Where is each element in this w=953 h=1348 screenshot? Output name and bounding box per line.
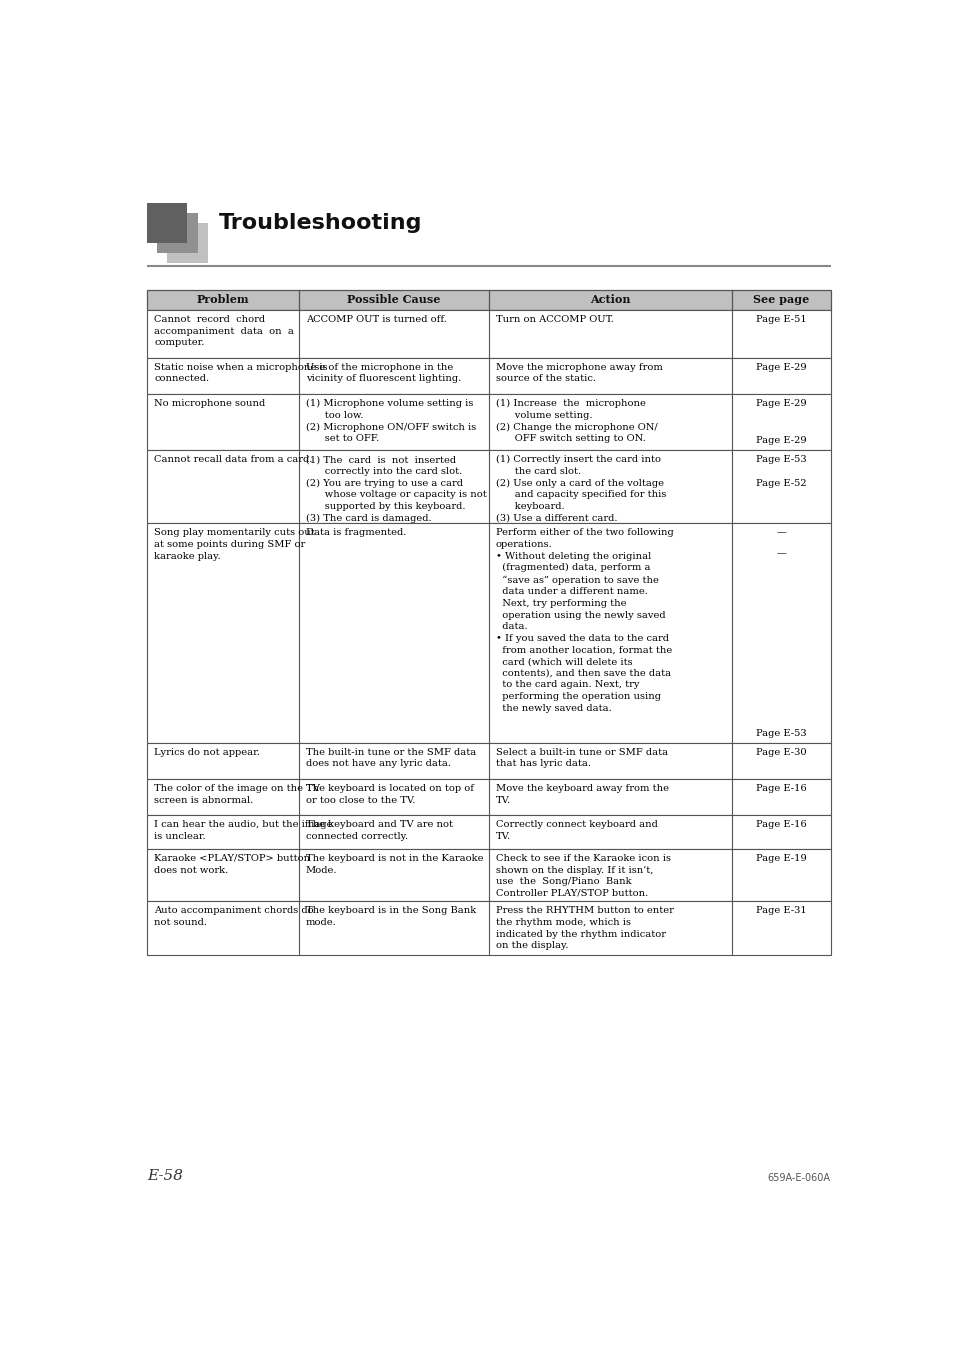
Text: Page E-29: Page E-29 [755,437,805,445]
Text: Static noise when a microphone is
connected.: Static noise when a microphone is connec… [154,363,328,383]
Text: Page E-16: Page E-16 [755,785,805,793]
Text: The color of the image on the TV
screen is abnormal.: The color of the image on the TV screen … [154,785,319,805]
Text: Check to see if the Karaoke icon is
shown on the display. If it isn’t,
use  the : Check to see if the Karaoke icon is show… [496,855,670,898]
Text: Page E-29: Page E-29 [755,399,805,408]
Text: Select a built-in tune or SMF data
that has lyric data.: Select a built-in tune or SMF data that … [496,748,667,768]
Text: Auto accompaniment chords do
not sound.: Auto accompaniment chords do not sound. [154,906,314,927]
Text: The keyboard and TV are not
connected correctly.: The keyboard and TV are not connected co… [306,820,453,841]
Text: (1) Correctly insert the card into
      the card slot.
(2) Use only a card of t: (1) Correctly insert the card into the c… [496,456,665,523]
Text: Possible Cause: Possible Cause [347,294,440,305]
Text: E-58: E-58 [147,1169,183,1182]
Text: —: — [776,528,785,538]
Text: Perform either of the two following
operations.
• Without deleting the original
: Perform either of the two following oper… [496,528,673,713]
Bar [147,202,187,243]
Text: (1) The  card  is  not  inserted
      correctly into the card slot.
(2) You are: (1) The card is not inserted correctly i… [306,456,486,523]
Text: Page E-31: Page E-31 [755,906,805,915]
Text: Song play momentarily cuts out
at some points during SMF or
karaoke play.: Song play momentarily cuts out at some p… [154,528,314,561]
Bar [147,523,830,743]
Bar [147,816,830,849]
Bar [147,849,830,902]
Text: No microphone sound: No microphone sound [154,399,265,408]
Text: Troubleshooting: Troubleshooting [219,213,422,233]
Text: Page E-51: Page E-51 [755,315,805,324]
Text: Page E-52: Page E-52 [755,479,805,488]
Text: See page: See page [752,294,808,305]
Text: Press the RHYTHM button to enter
the rhythm mode, which is
indicated by the rhyt: Press the RHYTHM button to enter the rhy… [496,906,673,950]
Bar [147,394,830,450]
Bar [147,849,830,902]
Bar [147,310,830,357]
Text: Data is fragmented.: Data is fragmented. [306,528,406,538]
Text: —: — [776,550,785,558]
Text: Turn on ACCOMP OUT.: Turn on ACCOMP OUT. [496,315,613,324]
Text: The built-in tune or the SMF data
does not have any lyric data.: The built-in tune or the SMF data does n… [306,748,476,768]
Text: The keyboard is in the Song Bank
mode.: The keyboard is in the Song Bank mode. [306,906,476,927]
Bar [147,816,830,849]
Bar [147,290,830,310]
Text: I can hear the audio, but the image
is unclear.: I can hear the audio, but the image is u… [154,820,333,841]
Bar [147,450,830,523]
Text: Page E-29: Page E-29 [755,363,805,372]
Text: Cannot recall data from a card.: Cannot recall data from a card. [154,456,313,464]
Bar [167,222,208,263]
Text: 659A-E-060A: 659A-E-060A [767,1173,830,1182]
Text: Use of the microphone in the
vicinity of fluorescent lighting.: Use of the microphone in the vicinity of… [306,363,460,383]
Text: Cannot  record  chord
accompaniment  data  on  a
computer.: Cannot record chord accompaniment data o… [154,315,294,348]
Text: ACCOMP OUT is turned off.: ACCOMP OUT is turned off. [306,315,446,324]
Text: The keyboard is located on top of
or too close to the TV.: The keyboard is located on top of or too… [306,785,474,805]
Text: Karaoke <PLAY/STOP> button
does not work.: Karaoke <PLAY/STOP> button does not work… [154,855,310,875]
Text: Correctly connect keyboard and
TV.: Correctly connect keyboard and TV. [496,820,657,841]
Text: Problem: Problem [196,294,249,305]
Bar [147,902,830,956]
Text: Page E-30: Page E-30 [755,748,805,756]
Text: Lyrics do not appear.: Lyrics do not appear. [154,748,260,756]
Bar [147,523,830,743]
Text: Page E-53: Page E-53 [755,729,805,737]
Bar [147,290,830,310]
Text: Move the keyboard away from the
TV.: Move the keyboard away from the TV. [496,785,668,805]
Bar [157,213,197,252]
Text: Page E-53: Page E-53 [755,456,805,464]
Text: (1) Increase  the  microphone
      volume setting.
(2) Change the microphone ON: (1) Increase the microphone volume setti… [496,399,657,443]
Text: Page E-19: Page E-19 [755,855,805,863]
Bar [147,357,830,394]
Bar [147,310,830,357]
Text: Move the microphone away from
source of the static.: Move the microphone away from source of … [496,363,662,383]
Bar [147,743,830,779]
Text: The keyboard is not in the Karaoke
Mode.: The keyboard is not in the Karaoke Mode. [306,855,483,875]
Text: Page E-16: Page E-16 [755,820,805,829]
Bar [147,902,830,956]
Bar [147,779,830,816]
Bar [147,743,830,779]
Bar [147,394,830,450]
Text: (1) Microphone volume setting is
      too low.
(2) Microphone ON/OFF switch is
: (1) Microphone volume setting is too low… [306,399,476,443]
Text: Action: Action [589,294,630,305]
Bar [147,357,830,394]
Bar [147,450,830,523]
Bar [147,779,830,816]
